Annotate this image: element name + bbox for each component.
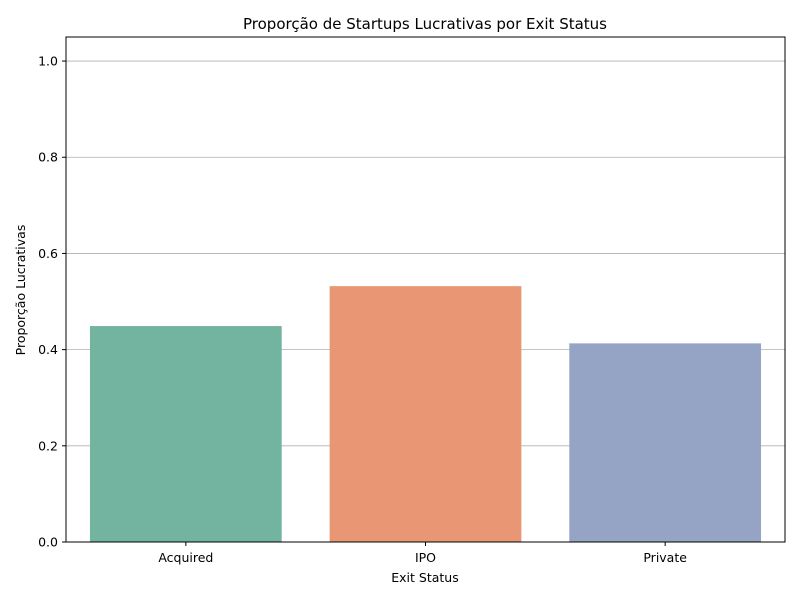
x-axis-ticks: Acquired IPO Private — [158, 542, 687, 565]
y-tick-label: 0.0 — [38, 535, 58, 550]
bar-private — [569, 343, 762, 542]
y-tick-label: 1.0 — [38, 54, 58, 69]
y-axis-label: Proporção Lucrativas — [13, 225, 28, 356]
y-axis-ticks: 0.0 0.2 0.4 0.6 0.8 1.0 — [38, 54, 66, 550]
bar-ipo — [329, 286, 522, 542]
chart-title: Proporção de Startups Lucrativas por Exi… — [243, 15, 607, 33]
y-tick-label: 0.6 — [38, 246, 58, 261]
bar-acquired — [89, 326, 282, 542]
x-tick-label: IPO — [415, 550, 436, 565]
y-tick-label: 0.4 — [38, 342, 58, 357]
x-axis-label: Exit Status — [391, 570, 458, 585]
x-tick-label: Acquired — [158, 550, 213, 565]
y-tick-label: 0.2 — [38, 438, 58, 453]
x-tick-label: Private — [643, 550, 687, 565]
y-tick-label: 0.8 — [38, 150, 58, 165]
bars — [89, 286, 762, 542]
